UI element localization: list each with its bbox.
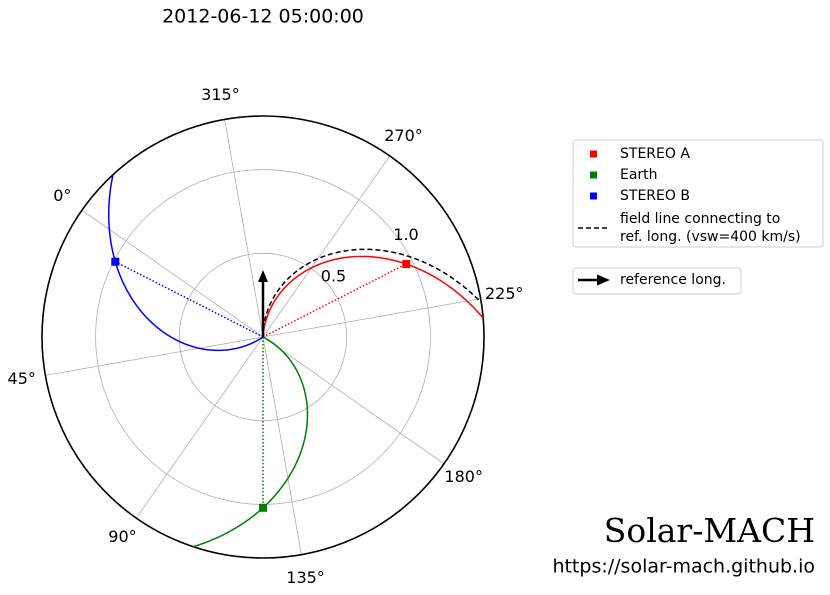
brand: Solar-MACH [604, 511, 815, 550]
reference-arrow-head [258, 270, 268, 283]
grid-spoke [45, 336, 264, 376]
spacecraft-marker [259, 503, 267, 512]
legend-box [572, 267, 742, 295]
theta-tick-label: 0° [53, 186, 71, 205]
legend-label: Earth [620, 167, 658, 183]
field-line [107, 174, 264, 352]
theta-tick-label: 270° [384, 126, 423, 145]
legend-label: ref. long. (vsw=400 km/s) [620, 229, 801, 245]
grid-spoke [135, 336, 264, 519]
legend-marker [590, 192, 597, 200]
legend-arrow-head [597, 274, 610, 286]
theta-tick-label: 225° [485, 284, 524, 303]
theta-tick-label: 90° [108, 527, 136, 546]
grid-spoke [224, 119, 264, 338]
spacecraft-marker [111, 257, 120, 266]
theta-tick-label: 180° [444, 467, 483, 486]
field-line [262, 255, 484, 338]
radial-line [114, 261, 264, 338]
polar-frame [41, 115, 485, 559]
legend-box [572, 139, 824, 248]
field-line [192, 336, 309, 548]
r-tick-label: 1.0 [393, 225, 418, 244]
legend-marker [590, 150, 597, 158]
radial-line [262, 263, 407, 338]
legend-label: field line connecting to [620, 211, 780, 227]
chart-title: 2012-06-12 05:00:00 [162, 6, 364, 28]
legend-label: STEREO A [620, 146, 690, 162]
theta-tick-label: 45° [8, 369, 36, 388]
legend-label: STEREO B [620, 188, 690, 204]
reference-field-line [262, 248, 482, 337]
theta-tick-label: 135° [286, 568, 325, 587]
grid-spoke [262, 298, 481, 338]
grid-spoke [81, 209, 264, 338]
grid-spoke [262, 336, 445, 465]
url: https://solar-mach.github.io [552, 556, 815, 578]
legend-label: reference long. [620, 272, 726, 288]
legend-marker [590, 171, 597, 179]
grid-spoke [262, 336, 302, 555]
spacecraft-marker [402, 260, 411, 269]
theta-tick-label: 315° [201, 85, 240, 104]
grid-circle [178, 252, 348, 422]
r-tick-label: 0.5 [321, 267, 346, 286]
grid-spoke [262, 155, 391, 338]
